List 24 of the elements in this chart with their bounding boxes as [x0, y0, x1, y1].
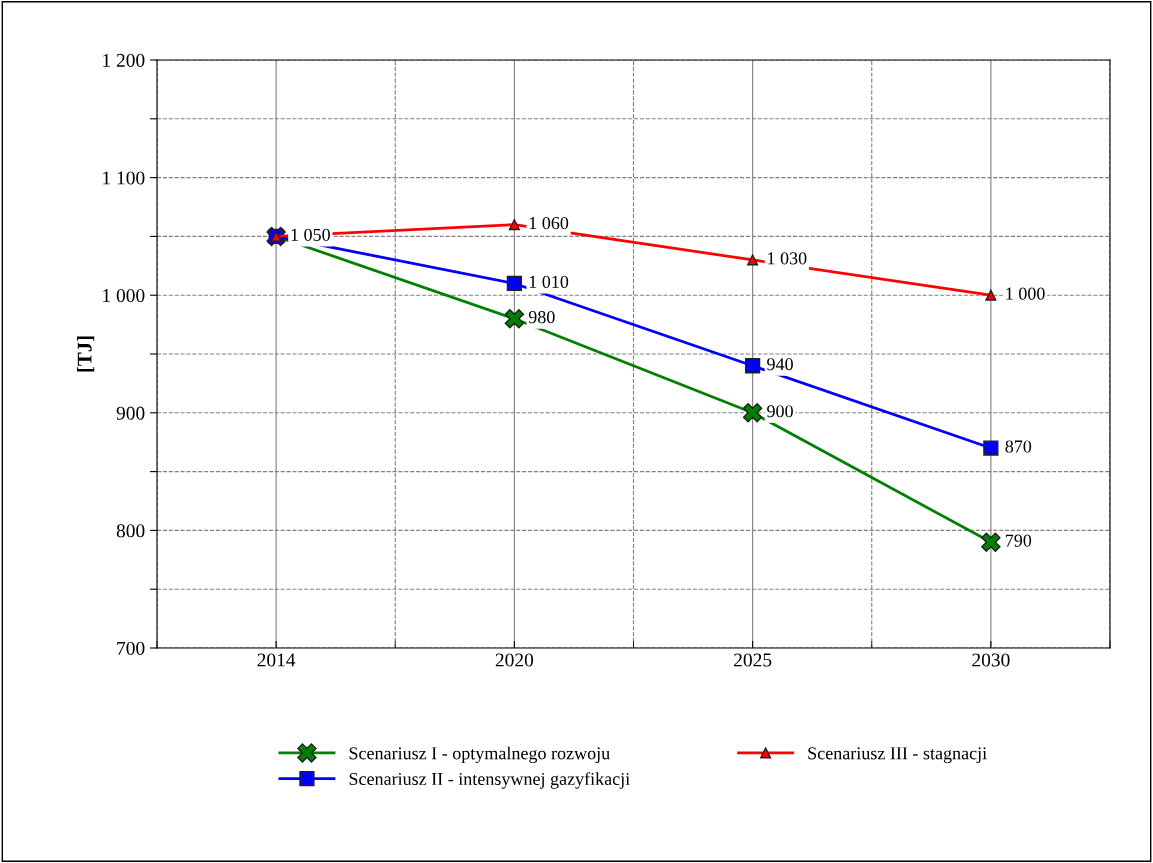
data-label: 870 — [1005, 440, 1032, 453]
x-tick-label: 2030 — [972, 653, 1010, 667]
legend-label: Scenariusz II - intensywnej gazyfikacji — [349, 772, 630, 789]
data-label: 1 010 — [529, 275, 569, 288]
y-tick-label: 1 200 — [103, 53, 145, 67]
y-tick-label: 1 100 — [103, 171, 145, 185]
data-label: 1 030 — [768, 252, 807, 265]
y-tick-label: 800 — [116, 524, 145, 538]
y-tick-label: 1 000 — [103, 289, 145, 303]
data-label: 940 — [767, 358, 793, 371]
data-label: 1 000 — [1006, 287, 1045, 300]
legend-label: Scenariusz III - stagnacji — [808, 747, 987, 764]
x-tick-label: 2020 — [495, 653, 534, 667]
legend-label: Scenariusz I - optymalnego rozwoju — [349, 746, 610, 764]
data-label: 790 — [1005, 534, 1032, 547]
y-tick-label: 700 — [117, 641, 145, 655]
data-label: 1 060 — [529, 216, 569, 230]
data-label: 980 — [528, 311, 555, 324]
y-tick-label: 900 — [116, 406, 145, 420]
x-tick-label: 2025 — [734, 653, 772, 667]
y-axis-title: [TJ] — [77, 336, 95, 372]
data-label: 1 050 — [291, 228, 330, 241]
x-tick-label: 2014 — [257, 653, 296, 667]
data-label: 900 — [767, 405, 793, 418]
